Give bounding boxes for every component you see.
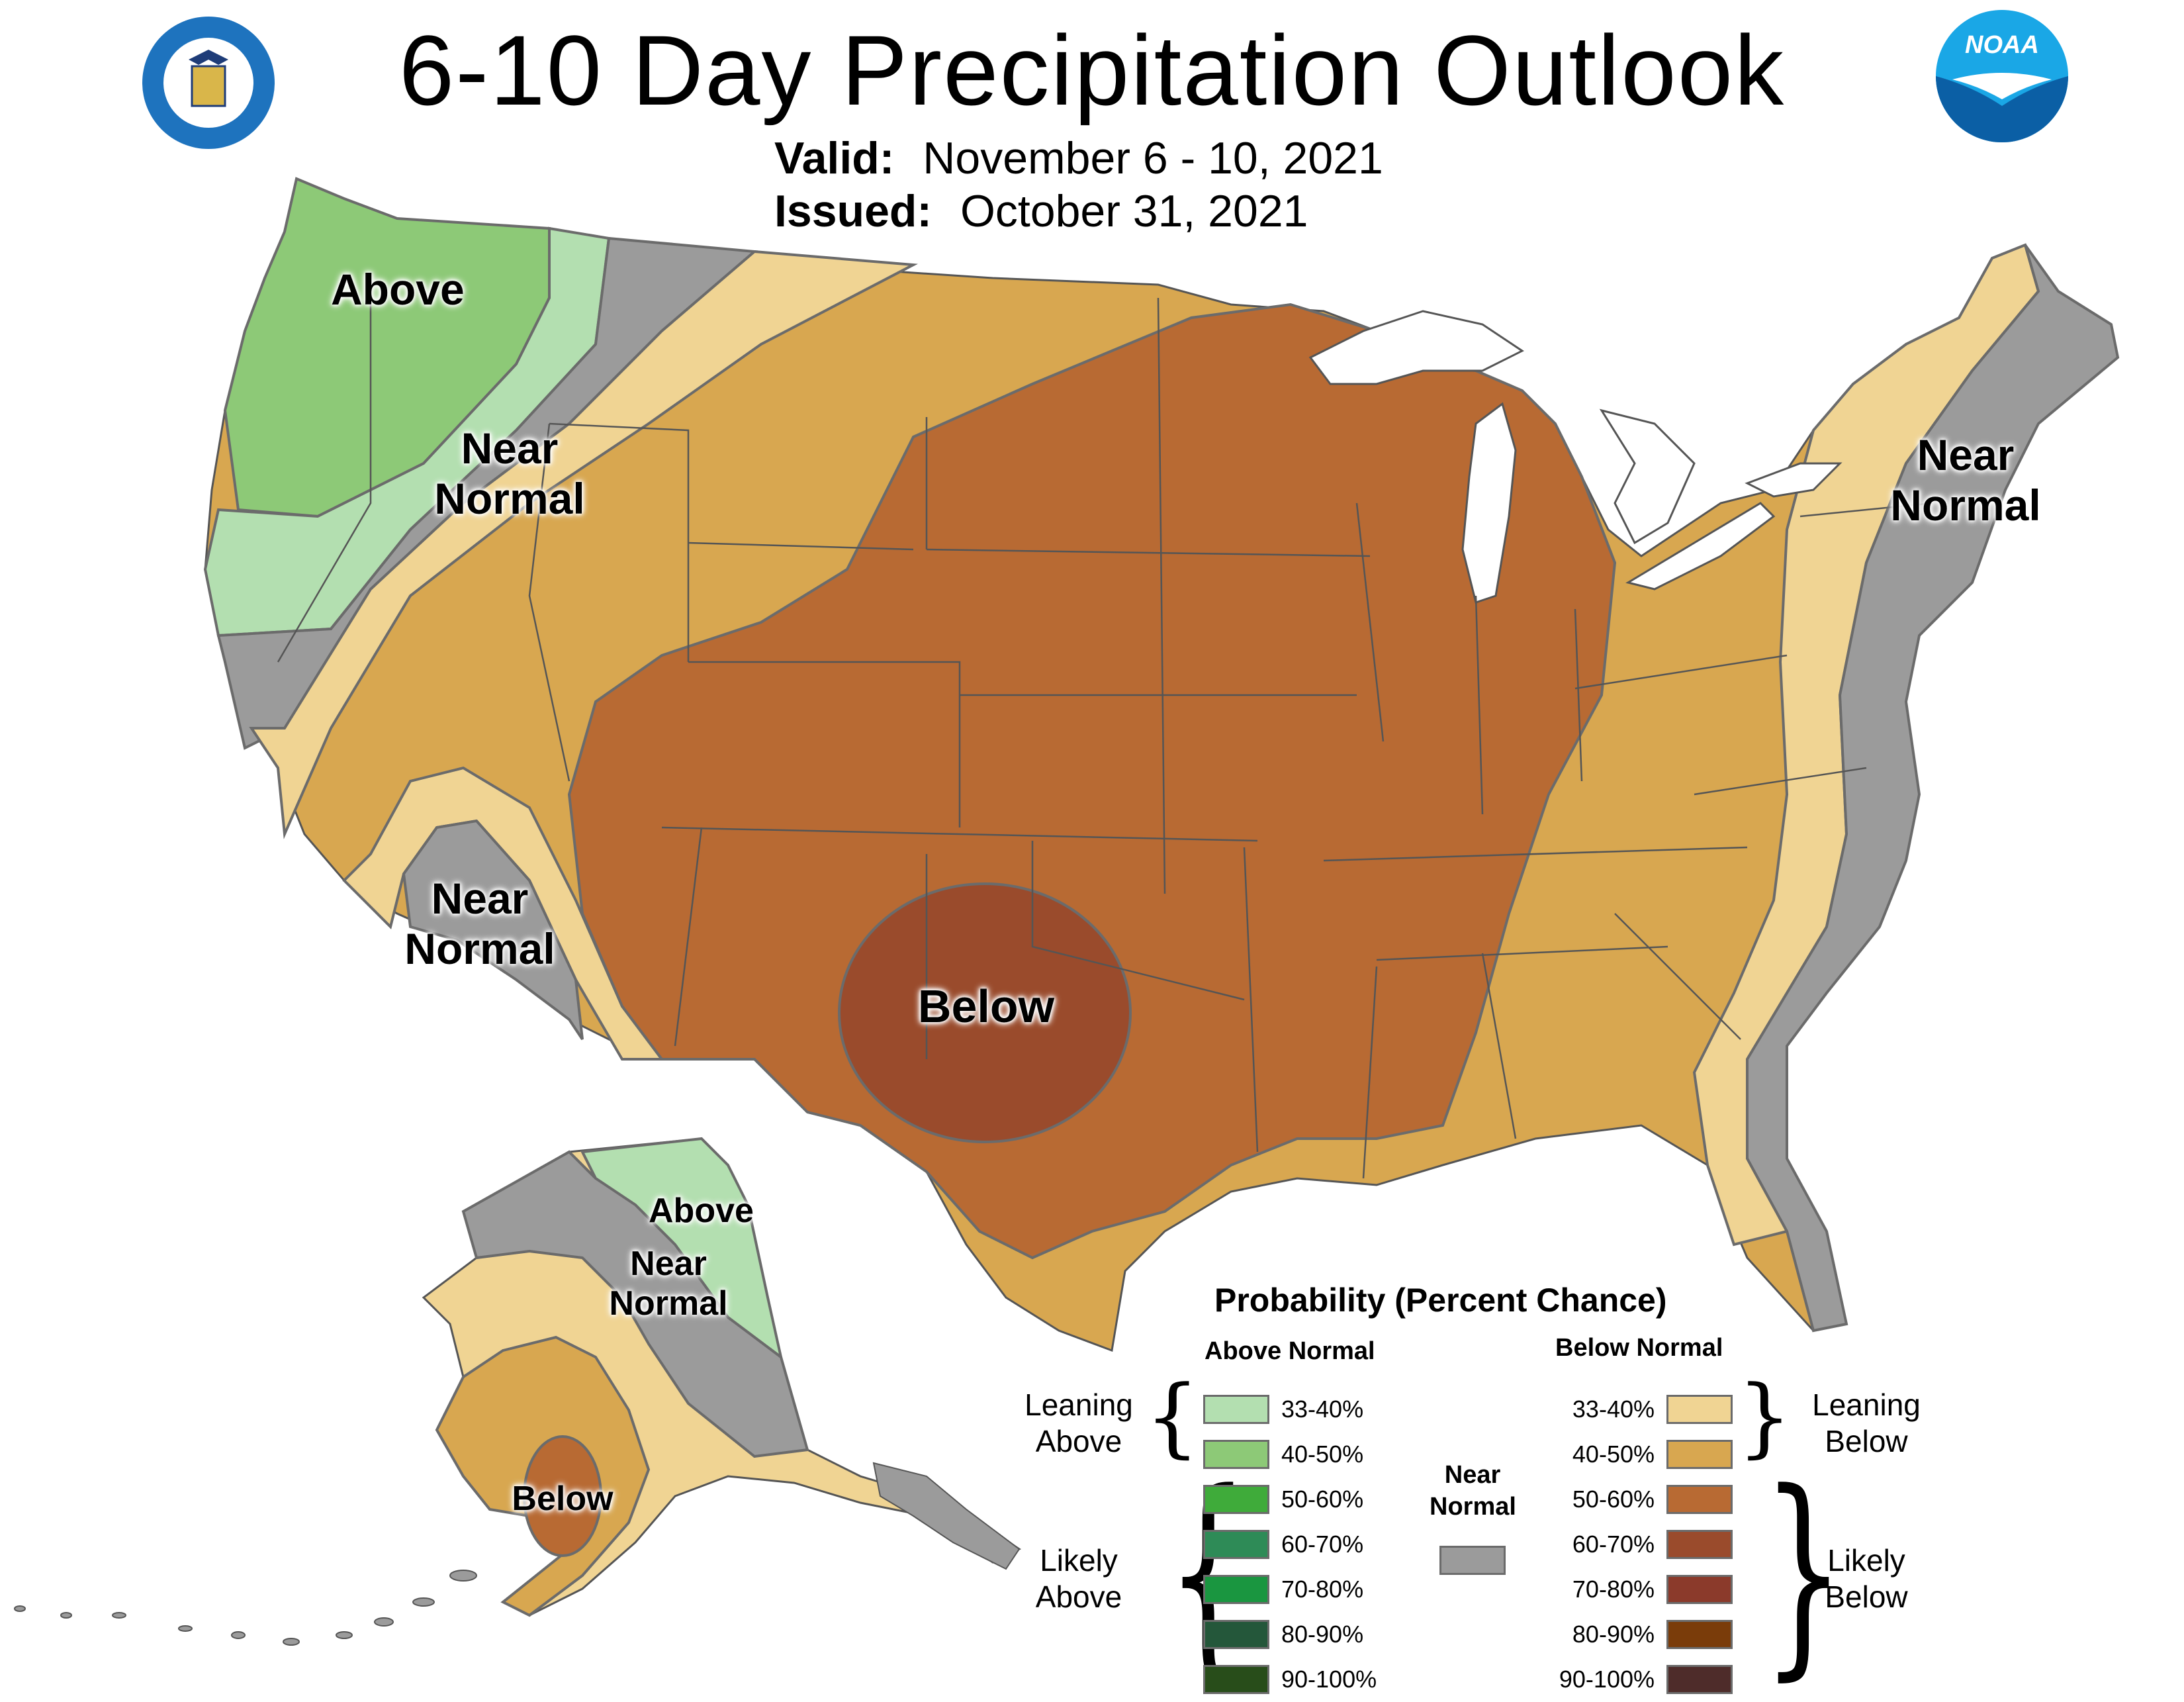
- swatch-below-70-80: [1666, 1575, 1733, 1604]
- brace-leaning-below: }: [1737, 1366, 1792, 1467]
- alaska-panhandle: [872, 1462, 1021, 1570]
- brace-leaning-above: {: [1145, 1366, 1200, 1467]
- issued-line: Issued: October 31, 2021: [774, 185, 1308, 237]
- legend-above-row: 80-90%: [1203, 1612, 1377, 1657]
- below-33-40-sw-ring: [342, 766, 664, 1061]
- swatch-above-70-80: [1203, 1575, 1269, 1604]
- legend-likely-above: Likely Above: [1035, 1543, 1122, 1615]
- legend-leaning-above: Leaning Above: [1024, 1388, 1133, 1459]
- noaa-logo: NOAA: [1933, 7, 2071, 146]
- legend-below-row: 70-80%: [1555, 1567, 1733, 1612]
- swatch-below-50-60: [1666, 1485, 1733, 1514]
- swatch-below-40-50: [1666, 1440, 1733, 1469]
- legend-below-pct: 70-80%: [1572, 1576, 1655, 1603]
- svg-text:NOAA: NOAA: [1965, 31, 2039, 59]
- legend-above-row: 33-40%: [1203, 1387, 1377, 1432]
- swatch-near-normal: [1439, 1546, 1506, 1575]
- legend-below-pct: 33-40%: [1572, 1395, 1655, 1423]
- page-title: 6-10 Day Precipitation Outlook: [398, 15, 1786, 126]
- state-lines: [277, 278, 1933, 1179]
- legend-below-pct: 80-90%: [1572, 1621, 1655, 1648]
- lake-superior: [1308, 310, 1524, 385]
- label-nw-above: Above: [331, 265, 465, 314]
- label-below: Below: [917, 980, 1055, 1032]
- label-sw-near-normal: Near Normal: [404, 874, 555, 973]
- lake-michigan: [1461, 402, 1517, 604]
- lake-huron: [1599, 408, 1696, 545]
- near-normal-ne-region: [1746, 244, 2120, 1333]
- issued-label: Issued:: [774, 186, 933, 236]
- legend-above-pct: 40-50%: [1281, 1441, 1364, 1468]
- issued-value: October 31, 2021: [960, 186, 1308, 236]
- lake-erie: [1625, 502, 1776, 591]
- legend-above-row: 70-80%: [1203, 1567, 1377, 1612]
- commerce-seal-logo: [139, 13, 278, 152]
- legend-below-row: 90-100%: [1555, 1657, 1733, 1702]
- legend-above-pct: 70-80%: [1281, 1576, 1364, 1603]
- legend-likely-below: Likely Below: [1825, 1543, 1908, 1615]
- legend-above-row: 60-70%: [1203, 1522, 1377, 1567]
- label-ak-above: Above: [649, 1192, 754, 1230]
- swatch-above-60-70: [1203, 1530, 1269, 1559]
- alaska-near-normal: [461, 1150, 809, 1458]
- legend-above-row: 90-100%: [1203, 1657, 1377, 1702]
- legend-title: Probability (Percent Chance): [1214, 1282, 1667, 1319]
- swatch-above-33-40: [1203, 1395, 1269, 1424]
- label-ak-below: Below: [512, 1480, 614, 1518]
- swatch-above-80-90: [1203, 1620, 1269, 1649]
- legend-above-pct: 60-70%: [1281, 1531, 1364, 1558]
- alaska-below-50-60: [523, 1435, 602, 1557]
- legend-below-swatches: 33-40% 40-50% 50-60% 60-70% 70-80% 80-90…: [1555, 1387, 1733, 1702]
- legend-below-pct: 40-50%: [1572, 1441, 1655, 1468]
- legend-below-row: 33-40%: [1555, 1387, 1733, 1432]
- swatch-above-50-60: [1203, 1485, 1269, 1514]
- alaska-map: [14, 1137, 1021, 1646]
- brace-likely-below: }: [1761, 1445, 1845, 1699]
- valid-line: Valid: November 6 - 10, 2021: [774, 132, 1383, 184]
- legend-below-pct: 60-70%: [1572, 1531, 1655, 1558]
- below-60-70-region: [838, 882, 1132, 1143]
- swatch-below-60-70: [1666, 1530, 1733, 1559]
- legend-above-pct: 90-100%: [1281, 1666, 1377, 1693]
- swatch-below-90-100: [1666, 1665, 1733, 1694]
- legend-leaning-below: Leaning Below: [1812, 1388, 1921, 1459]
- valid-value: November 6 - 10, 2021: [923, 133, 1383, 183]
- legend-above-pct: 50-60%: [1281, 1486, 1364, 1513]
- legend-above-header: Above Normal: [1205, 1337, 1375, 1365]
- legend-above-row: 50-60%: [1203, 1477, 1377, 1522]
- below-33-40-nw-region: [249, 250, 919, 839]
- label-ak-near-normal: Near Normal: [609, 1245, 728, 1323]
- legend-above-row: 40-50%: [1203, 1432, 1377, 1477]
- label-nw-near-normal: Near Normal: [434, 424, 585, 523]
- legend-below-header: Below Normal: [1555, 1334, 1723, 1362]
- legend-below-row: 80-90%: [1555, 1612, 1733, 1657]
- legend-below-row: 60-70%: [1555, 1522, 1733, 1567]
- near-normal-sw-region: [402, 819, 584, 1041]
- legend-above-pct: 80-90%: [1281, 1621, 1364, 1648]
- aleutian-islands: [14, 1570, 477, 1646]
- legend-below-pct: 50-60%: [1572, 1486, 1655, 1513]
- legend-above-swatches: 33-40% 40-50% 50-60% 60-70% 70-80% 80-90…: [1203, 1387, 1377, 1702]
- swatch-above-90-100: [1203, 1665, 1269, 1694]
- valid-label: Valid:: [774, 133, 895, 183]
- lake-ontario: [1745, 462, 1843, 498]
- legend-below-row: 40-50%: [1555, 1432, 1733, 1477]
- legend-near-normal-header: Near Normal: [1430, 1461, 1516, 1521]
- legend-below-pct: 90-100%: [1559, 1666, 1655, 1693]
- swatch-below-80-90: [1666, 1620, 1733, 1649]
- swatch-below-33-40: [1666, 1395, 1733, 1424]
- legend-below-row: 50-60%: [1555, 1477, 1733, 1522]
- conus-map: [203, 177, 2120, 1352]
- swatch-above-40-50: [1203, 1440, 1269, 1469]
- legend-above-pct: 33-40%: [1281, 1395, 1364, 1423]
- label-ne-near-normal: Near Normal: [1890, 430, 2041, 530]
